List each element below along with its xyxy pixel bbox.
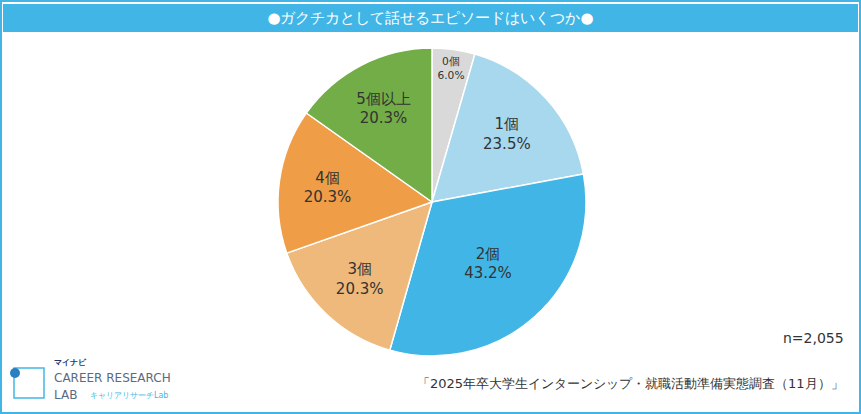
svg-text:4個20.3%: 4個20.3% [304, 169, 352, 207]
svg-text:キャリアリサーチLab: キャリアリサーチLab [90, 391, 168, 400]
svg-text:2個43.2%: 2個43.2% [464, 245, 512, 283]
svg-text:5個以上20.3%: 5個以上20.3% [356, 90, 411, 128]
svg-text:CAREER RESEARCH: CAREER RESEARCH [54, 371, 171, 385]
svg-text:1個23.5%: 1個23.5% [483, 115, 531, 153]
svg-text:n=2,055: n=2,055 [783, 330, 844, 346]
svg-text:●ガクチカとして話せるエピソードはいくつか●: ●ガクチカとして話せるエピソードはいくつか● [267, 9, 593, 27]
svg-text:「2025年卒大学生インターンシップ・就職活動準備実態調査（: 「2025年卒大学生インターンシップ・就職活動準備実態調査（11月）」 [417, 376, 844, 391]
svg-text:マイナビ: マイナビ [54, 358, 87, 367]
svg-text:3個20.3%: 3個20.3% [336, 260, 384, 298]
svg-text:0個6.0%: 0個6.0% [437, 55, 464, 82]
svg-text:LAB: LAB [54, 388, 77, 402]
